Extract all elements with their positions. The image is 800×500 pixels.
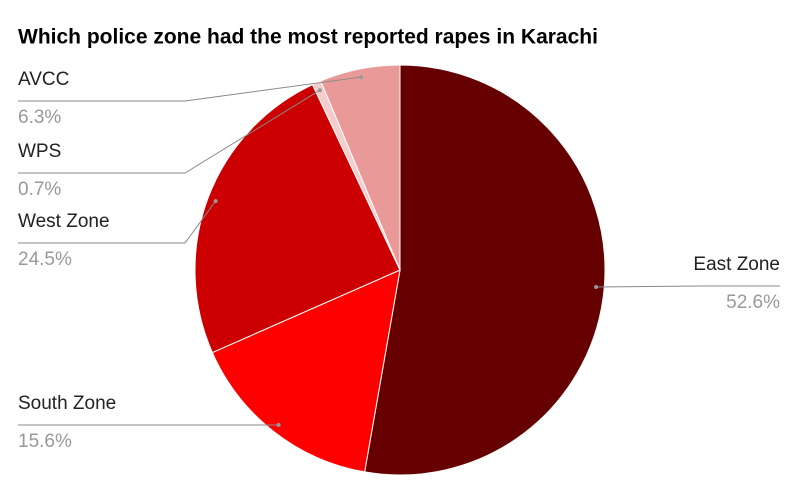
value-label: 6.3% — [18, 107, 61, 128]
chart-title: Which police zone had the most reported … — [18, 26, 598, 49]
category-label: South Zone — [18, 393, 116, 414]
category-label: West Zone — [18, 211, 110, 232]
pie-slice — [194, 83, 401, 354]
leader-dot — [317, 88, 322, 93]
leader-line — [18, 89, 321, 174]
category-label: WPS — [18, 141, 61, 162]
value-label: 52.6% — [726, 292, 780, 313]
pie-slice — [320, 64, 401, 271]
category-label: East Zone — [693, 254, 780, 275]
leader-dot — [276, 422, 281, 427]
leader-dot — [594, 285, 599, 290]
value-label: 15.6% — [18, 431, 72, 452]
leader-dot — [359, 75, 364, 80]
leader-line — [18, 200, 217, 244]
leader-line — [596, 285, 780, 288]
value-label: 0.7% — [18, 179, 61, 200]
pie-slice — [364, 64, 606, 476]
leader-line — [18, 76, 362, 102]
category-label: AVCC — [18, 69, 69, 90]
pie-slice — [211, 269, 401, 473]
leader-dot — [213, 199, 218, 204]
value-label: 24.5% — [18, 249, 72, 270]
